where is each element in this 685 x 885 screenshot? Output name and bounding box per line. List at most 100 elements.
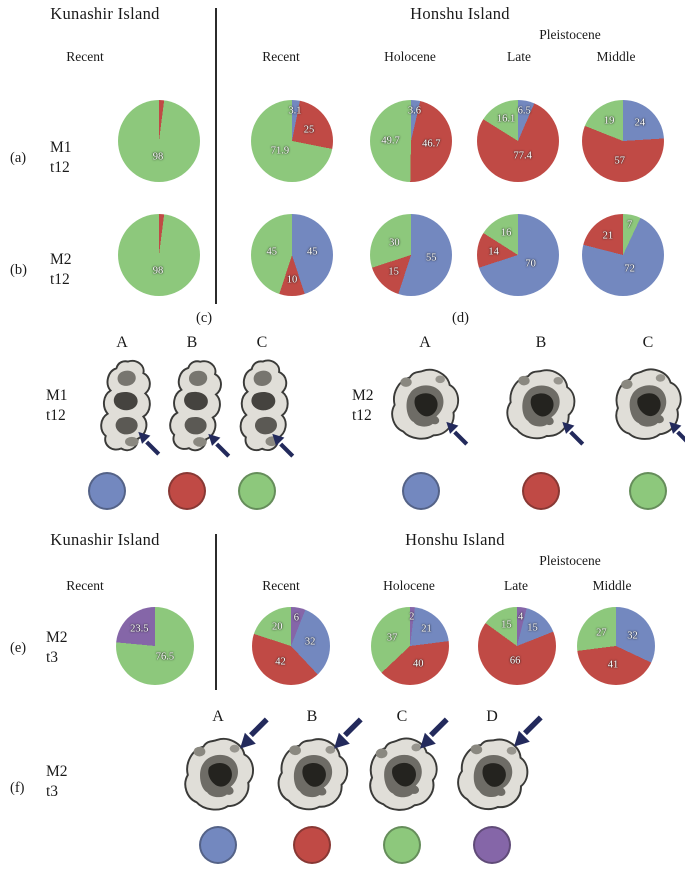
pie-value-label: 19 <box>603 115 615 127</box>
arrow-icon <box>270 432 296 458</box>
island-divider-t3 <box>215 534 217 690</box>
pie-value-label: 3.1 <box>288 105 302 117</box>
pie-a-honshu-middle: 24 57 19 <box>582 100 664 182</box>
legend-circle-m1t12-B-red <box>168 472 206 510</box>
honshu-title-t3: Honshu Island <box>405 530 505 549</box>
pie-value-label: 15 <box>501 619 512 631</box>
morph-m2t3-trait1: M2 <box>46 763 68 780</box>
pleistocene-label-t3: Pleistocene <box>539 553 601 568</box>
pie-b-kunashir-recent: 98 <box>118 214 200 296</box>
pie-value-label: 40 <box>413 658 424 670</box>
trait-label-morph-m2t12: M2 t12 <box>352 386 412 426</box>
arrow-icon <box>417 717 451 751</box>
pie-value-label: 4 <box>517 611 524 623</box>
morph-m1t12-letter-B: B <box>186 334 198 351</box>
pie-value-label: 45 <box>306 246 318 258</box>
pie-a-kunashir-recent: 98 <box>118 100 200 182</box>
morph-m2t12-letter-C: C <box>642 334 654 351</box>
arrow-icon <box>331 717 365 751</box>
morph-m2t3-letter-D: D <box>486 708 498 725</box>
col-honshu-recent-t3: Recent <box>262 578 300 593</box>
arrow-icon <box>444 420 470 446</box>
pie-value-label: 6.5 <box>517 105 531 117</box>
tooth-m2t12-B <box>504 366 578 442</box>
legend-circle-m1t12-A-blue <box>88 472 126 510</box>
arrow-icon <box>667 420 685 446</box>
pie-value-label: 76.5 <box>155 651 175 663</box>
col-middle-t12: Middle <box>596 49 636 64</box>
tooth-m2t3-D <box>454 735 531 815</box>
pie-value-label: 16 <box>500 227 512 239</box>
tooth-m2t3-C <box>365 735 441 814</box>
panel-label-c: (c) <box>196 310 213 326</box>
legend-circle-m2t12-B-red <box>522 472 560 510</box>
pie-value-label: 32 <box>627 630 638 642</box>
legend-circle-m2t12-C-green <box>629 472 667 510</box>
honshu-title-t12: Honshu Island <box>410 4 510 23</box>
panel-label-e: (e) <box>10 640 27 656</box>
pie-value-label: 72 <box>624 263 635 275</box>
trait-label-morph-m2t3: M2 t3 <box>46 762 106 802</box>
legend-circle-m1t12-C-green <box>238 472 276 510</box>
pie-value-label: 77.4 <box>513 150 532 162</box>
tooth-m1t12-A <box>98 356 154 456</box>
trait-a-line2: t12 <box>50 159 70 176</box>
kunashir-title-t12: Kunashir Island <box>50 4 160 23</box>
morph-m1t12-trait2: t12 <box>46 407 66 424</box>
legend-circle-m2t3-A-blue <box>199 826 237 864</box>
pie-value-label: 24 <box>634 117 646 129</box>
pie-value-label: 32 <box>304 636 316 648</box>
morph-m2t12-trait1: M2 <box>352 387 374 404</box>
col-late-t3: Late <box>504 578 528 593</box>
arrow-icon <box>511 715 545 749</box>
island-divider-t12 <box>215 8 217 304</box>
trait-label-row-e: M2 t3 <box>46 628 106 668</box>
panel-label-b: (b) <box>10 262 27 278</box>
pie-value-label: 21 <box>421 623 432 635</box>
tooth-m1t12-C <box>235 356 292 456</box>
panel-label-a: (a) <box>10 150 27 166</box>
morph-m2t3-letter-A: A <box>212 708 224 725</box>
trait-a-line1: M1 <box>50 139 72 156</box>
pie-value-label: 15 <box>388 266 399 278</box>
tooth-m2t3-A <box>181 735 257 813</box>
panel-label-d: (d) <box>452 310 469 326</box>
pie-value-label: 2 <box>409 611 415 623</box>
col-late-t12: Late <box>507 49 531 64</box>
trait-label-row-b: M2 t12 <box>50 250 110 290</box>
pie-value-label: 45 <box>266 246 278 258</box>
morph-m1t12-letter-A: A <box>116 334 128 351</box>
col-honshu-recent-t12: Recent <box>262 49 300 64</box>
panel-label-f: (f) <box>10 780 25 796</box>
legend-circle-m2t3-B-red <box>293 826 331 864</box>
pie-e-honshu-recent: 6 32 42 20 <box>252 607 330 685</box>
morph-m2t12-letter-B: B <box>535 334 547 351</box>
morph-m1t12-letter-C: C <box>256 334 268 351</box>
pie-value-label: 21 <box>602 230 614 242</box>
tooth-m2t12-C <box>610 365 685 442</box>
pie-a-honshu-late: 6.5 77.4 16.1 <box>477 100 559 182</box>
col-kunashir-recent-t3: Recent <box>66 578 104 593</box>
morph-m2t3-trait2: t3 <box>46 783 59 800</box>
legend-circle-m2t12-A-blue <box>402 472 440 510</box>
pie-value-label: 7 <box>626 219 633 231</box>
pie-value-label: 46.7 <box>422 138 441 149</box>
pie-e-kunashir-recent: 76.5 23.5 <box>116 607 194 685</box>
col-middle-t3: Middle <box>592 578 632 593</box>
pie-value-label: 98 <box>152 151 164 163</box>
tooth-m1t12-B <box>167 356 224 456</box>
pie-value-label: 6 <box>293 612 300 624</box>
pie-value-label: 3.6 <box>407 105 421 117</box>
morph-m2t12-trait2: t12 <box>352 407 372 424</box>
pie-b-honshu-holocene: 55 15 30 <box>370 214 452 296</box>
pleistocene-label-t12: Pleistocene <box>539 27 601 42</box>
morph-m2t3-letter-B: B <box>306 708 318 725</box>
pie-a-honshu-recent: 3.1 25 71.9 <box>251 100 333 182</box>
col-kunashir-recent-t12: Recent <box>66 49 104 64</box>
pie-value-label: 70 <box>525 258 536 270</box>
morph-m1t12-trait1: M1 <box>46 387 68 404</box>
tooth-m2t3-B <box>275 735 351 813</box>
pie-value-label: 37 <box>386 632 398 644</box>
pie-e-honshu-middle: 32 41 27 <box>577 607 655 685</box>
